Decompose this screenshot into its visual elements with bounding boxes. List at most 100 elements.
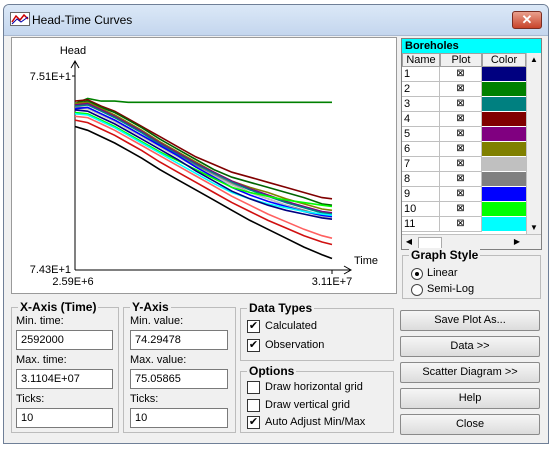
- auto-adjust-checkbox[interactable]: ✔: [247, 416, 260, 429]
- x-axis-arrow-icon: [343, 265, 353, 275]
- series-line: [74, 119, 333, 246]
- radio-semilog[interactable]: [411, 284, 423, 296]
- plot-checkbox[interactable]: ⊠: [440, 157, 482, 172]
- borehole-row[interactable]: 5 ⊠: [402, 127, 526, 142]
- color-swatch[interactable]: [482, 82, 526, 97]
- calculated-label: Calculated: [265, 320, 317, 332]
- observation-checkbox[interactable]: ✔: [247, 339, 260, 352]
- series-line: [74, 97, 332, 105]
- max-time-label: Max. time:: [16, 354, 67, 366]
- plot-checkbox[interactable]: ⊠: [440, 67, 482, 82]
- series-line: [74, 104, 333, 215]
- plot-checkbox[interactable]: ⊠: [440, 127, 482, 142]
- borehole-row[interactable]: 2 ⊠: [402, 82, 526, 97]
- y-axis-title: Y-Axis: [130, 300, 171, 314]
- borehole-row[interactable]: 1 ⊠: [402, 67, 526, 82]
- options-group: Options Draw horizontal grid Draw vertic…: [240, 364, 394, 433]
- graph-style-title: Graph Style: [409, 248, 481, 262]
- borehole-row[interactable]: 9 ⊠: [402, 187, 526, 202]
- plot-checkbox[interactable]: ⊠: [440, 82, 482, 97]
- plot-checkbox[interactable]: ⊠: [440, 202, 482, 217]
- chart-area: Head Time 7.51E+1 7.43E+1 2.59E+6 3.11E+7: [11, 37, 397, 294]
- close-button[interactable]: Close: [400, 414, 540, 435]
- h-grid-checkbox[interactable]: [247, 381, 260, 394]
- borehole-name: 9: [402, 187, 440, 202]
- plot-checkbox[interactable]: ⊠: [440, 112, 482, 127]
- borehole-row[interactable]: 3 ⊠: [402, 97, 526, 112]
- v-grid-checkbox[interactable]: [247, 399, 260, 412]
- series-line: [74, 111, 333, 208]
- borehole-row[interactable]: 4 ⊠: [402, 112, 526, 127]
- data-types-group: Data Types ✔ Calculated ✔ Observation: [240, 301, 394, 361]
- color-swatch[interactable]: [482, 157, 526, 172]
- scroll-up-icon[interactable]: ▲: [530, 55, 538, 64]
- boreholes-grid[interactable]: Boreholes Name Plot Color 1 ⊠ 2 ⊠ 3 ⊠ 4 ⊠ 5 ⊠ 6 ⊠ 7 ⊠…: [401, 38, 542, 250]
- color-swatch[interactable]: [482, 217, 526, 232]
- scroll-right-icon[interactable]: ▶: [513, 237, 521, 246]
- x-ticks-input[interactable]: 10: [16, 408, 113, 428]
- y-axis-label: Head: [60, 45, 86, 57]
- plot-checkbox[interactable]: ⊠: [440, 142, 482, 157]
- x-axis-group: X-Axis (Time) Min. time: 2592000 Max. ti…: [11, 300, 119, 433]
- y-axis-arrow-icon: [70, 59, 80, 69]
- borehole-row[interactable]: 6 ⊠: [402, 142, 526, 157]
- min-value-input[interactable]: 74.29478: [130, 330, 228, 350]
- help-button[interactable]: Help: [400, 388, 540, 409]
- options-title: Options: [247, 364, 297, 378]
- borehole-row[interactable]: 10 ⊠: [402, 202, 526, 217]
- title-bar[interactable]: Head-Time Curves ✕: [4, 5, 548, 36]
- borehole-name: 3: [402, 97, 440, 112]
- color-swatch[interactable]: [482, 127, 526, 142]
- plot-checkbox[interactable]: ⊠: [440, 187, 482, 202]
- plot-checkbox[interactable]: ⊠: [440, 97, 482, 112]
- color-swatch[interactable]: [482, 97, 526, 112]
- borehole-name: 1: [402, 67, 440, 82]
- scatter-diagram-button[interactable]: Scatter Diagram >>: [400, 362, 540, 383]
- calculated-checkbox[interactable]: ✔: [247, 320, 260, 333]
- column-header-name[interactable]: Name: [402, 53, 440, 67]
- scroll-down-icon[interactable]: ▼: [530, 223, 538, 232]
- column-header-color[interactable]: Color: [482, 53, 526, 67]
- plot-checkbox[interactable]: ⊠: [440, 172, 482, 187]
- graph-style-group: Graph Style Linear Semi-Log: [402, 248, 541, 299]
- auto-adjust-label: Auto Adjust Min/Max: [265, 416, 366, 428]
- max-value-input[interactable]: 75.05865: [130, 369, 228, 389]
- color-swatch[interactable]: [482, 172, 526, 187]
- borehole-name: 7: [402, 157, 440, 172]
- borehole-row[interactable]: 7 ⊠: [402, 157, 526, 172]
- y-ticks-input[interactable]: 10: [130, 408, 228, 428]
- color-swatch[interactable]: [482, 187, 526, 202]
- scroll-left-icon[interactable]: ◀: [405, 237, 413, 246]
- max-value-label: Max. value:: [130, 354, 187, 366]
- radio-semilog-label: Semi-Log: [427, 283, 475, 295]
- window-close-button[interactable]: ✕: [512, 11, 542, 29]
- borehole-row[interactable]: 8 ⊠: [402, 172, 526, 187]
- series-line: [74, 100, 333, 206]
- color-swatch[interactable]: [482, 67, 526, 82]
- window-title: Head-Time Curves: [32, 13, 133, 27]
- min-time-input[interactable]: 2592000: [16, 330, 113, 350]
- borehole-name: 6: [402, 142, 440, 157]
- plot-checkbox[interactable]: ⊠: [440, 217, 482, 232]
- color-swatch[interactable]: [482, 202, 526, 217]
- column-header-plot[interactable]: Plot: [440, 53, 482, 67]
- head-time-window: Head-Time Curves ✕ Head Time 7.51E+1 7.43E+…: [3, 4, 549, 444]
- radio-linear[interactable]: [411, 268, 423, 280]
- x-tick-label-max: 3.11E+7: [312, 276, 352, 288]
- x-ticks-label: Ticks:: [16, 393, 45, 405]
- color-swatch[interactable]: [482, 112, 526, 127]
- grid-vertical-scrollbar[interactable]: ▲ ▼: [526, 53, 541, 235]
- borehole-name: 10: [402, 202, 440, 217]
- data-button[interactable]: Data >>: [400, 336, 540, 357]
- borehole-row[interactable]: 11 ⊠: [402, 217, 526, 232]
- x-tick-label-min: 2.59E+6: [52, 276, 93, 288]
- color-swatch[interactable]: [482, 142, 526, 157]
- series-line: [74, 109, 333, 220]
- y-axis-group: Y-Axis Min. value: 74.29478 Max. value: …: [123, 300, 236, 433]
- grid-horizontal-scrollbar[interactable]: ◀ ▶: [402, 234, 541, 249]
- save-plot-button[interactable]: Save Plot As...: [400, 310, 540, 331]
- borehole-name: 2: [402, 82, 440, 97]
- max-time-input[interactable]: 3.1104E+07: [16, 369, 113, 389]
- radio-linear-label: Linear: [427, 267, 458, 279]
- data-types-title: Data Types: [247, 301, 315, 315]
